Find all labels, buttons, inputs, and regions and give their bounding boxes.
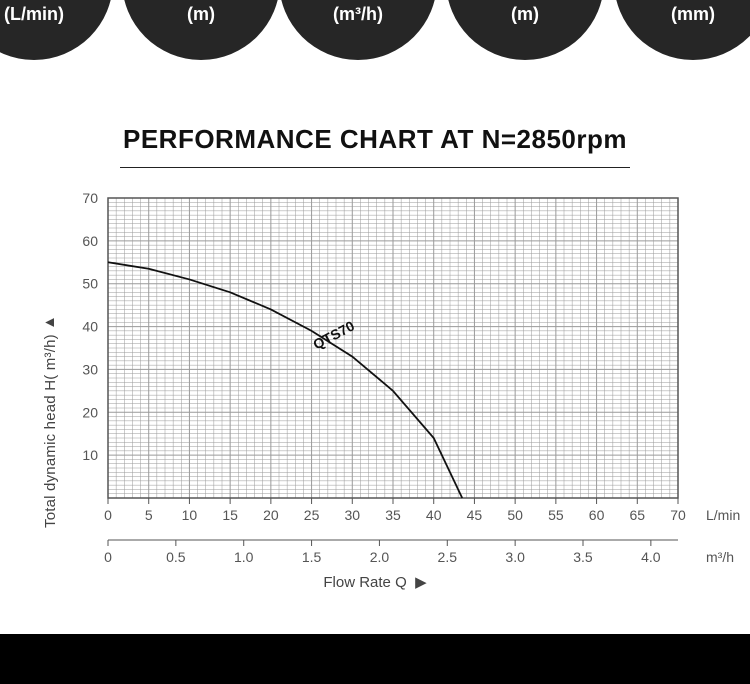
svg-text:4.0: 4.0 — [641, 549, 661, 565]
svg-text:3.5: 3.5 — [573, 549, 593, 565]
svg-text:20: 20 — [263, 507, 279, 523]
svg-text:1.5: 1.5 — [302, 549, 322, 565]
spec-badge: Max.Flow(L/min) — [0, 0, 113, 60]
svg-text:50: 50 — [82, 276, 98, 292]
badge-line2: (m³/h) — [333, 4, 383, 26]
footer-bar — [0, 634, 750, 684]
svg-text:65: 65 — [629, 507, 645, 523]
svg-text:0: 0 — [104, 549, 112, 565]
svg-text:3.0: 3.0 — [505, 549, 525, 565]
spec-badge: Max.Head(m) — [122, 0, 280, 60]
svg-text:2.5: 2.5 — [438, 549, 458, 565]
svg-text:2.0: 2.0 — [370, 549, 390, 565]
svg-text:L/min: L/min — [706, 507, 740, 523]
svg-text:30: 30 — [82, 361, 98, 377]
badge-line2: (mm) — [671, 4, 715, 26]
svg-text:10: 10 — [182, 507, 198, 523]
svg-text:30: 30 — [344, 507, 360, 523]
chart-title-block: PERFORMANCE CHART AT N=2850rpm — [0, 124, 750, 168]
badge-line2: (m) — [187, 4, 215, 26]
y-axis-label: Total dynamic head H( m³/h) ▲ — [42, 315, 59, 528]
svg-text:25: 25 — [304, 507, 320, 523]
svg-text:15: 15 — [222, 507, 238, 523]
svg-text:0.5: 0.5 — [166, 549, 186, 565]
svg-text:70: 70 — [670, 507, 686, 523]
x-axis-label: Flow Rate Q ▶ — [0, 573, 750, 591]
svg-text:QTS70: QTS70 — [310, 317, 357, 352]
svg-text:20: 20 — [82, 404, 98, 420]
svg-text:0: 0 — [104, 507, 112, 523]
svg-text:m³/h: m³/h — [706, 549, 734, 565]
chart-title: PERFORMANCE CHART AT N=2850rpm — [0, 124, 750, 155]
svg-text:70: 70 — [82, 190, 98, 206]
badge-line2: (L/min) — [4, 4, 64, 26]
spec-badge: Rated.Head(m) — [446, 0, 604, 60]
spec-badge: Rated.Flow(m³/h) — [279, 0, 437, 60]
svg-text:55: 55 — [548, 507, 564, 523]
svg-text:5: 5 — [145, 507, 153, 523]
svg-text:10: 10 — [82, 447, 98, 463]
svg-text:40: 40 — [82, 319, 98, 335]
chart-svg: 10 20 30 40 50 60 70 0 5 10 15 20 25 30 35 40 45 50 55 60 65… — [0, 168, 750, 608]
spec-badge: Inlet/outlet(mm) — [614, 0, 750, 60]
badge-line2: (m) — [511, 4, 539, 26]
spec-badges-row: Max.Flow(L/min)Max.Head(m)Rated.Flow(m³/… — [0, 0, 750, 70]
svg-text:60: 60 — [82, 233, 98, 249]
svg-text:45: 45 — [467, 507, 483, 523]
svg-text:60: 60 — [589, 507, 605, 523]
performance-chart: 10 20 30 40 50 60 70 0 5 10 15 20 25 30 35 40 45 50 55 60 65… — [0, 168, 750, 608]
svg-text:50: 50 — [507, 507, 523, 523]
svg-text:1.0: 1.0 — [234, 549, 254, 565]
svg-text:35: 35 — [385, 507, 401, 523]
svg-text:40: 40 — [426, 507, 442, 523]
